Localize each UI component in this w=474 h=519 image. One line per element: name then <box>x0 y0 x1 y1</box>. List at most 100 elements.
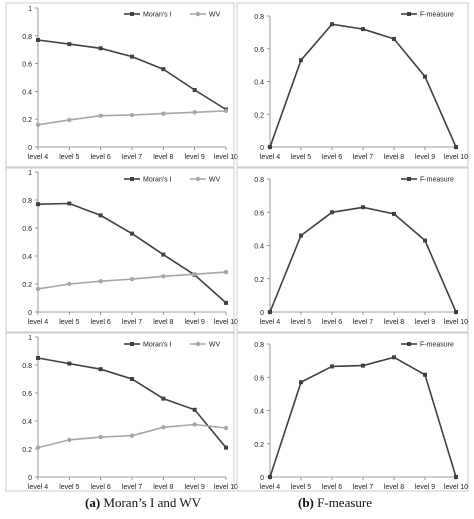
legend-label: F-measure <box>420 177 454 184</box>
x-tick-label: level 5 <box>59 154 79 161</box>
data-point <box>67 361 72 366</box>
data-point <box>268 310 272 314</box>
x-tick-label: level 6 <box>322 484 342 491</box>
x-tick-label: level 8 <box>153 154 173 161</box>
y-tick-label: 0 <box>260 310 264 317</box>
y-tick-label: 0.2 <box>22 117 32 124</box>
legend-marker <box>130 177 134 181</box>
x-tick-label: level 7 <box>353 154 373 161</box>
data-point <box>98 279 103 284</box>
y-tick-label: 0 <box>28 145 32 152</box>
data-point <box>330 22 334 27</box>
x-tick-label: level 4 <box>28 484 48 491</box>
panel-frame <box>5 2 235 168</box>
x-tick-label: level 8 <box>384 154 404 161</box>
x-tick-label: level 4 <box>28 154 48 161</box>
chart-panel-a-middle: 0 0.2 0.4 0.6 0.8 1 level 4 level 5 level 6 level… <box>5 167 238 333</box>
data-point <box>361 363 365 368</box>
data-point <box>299 58 303 63</box>
data-point <box>268 145 272 149</box>
series-line-0 <box>37 39 227 111</box>
x-tick-label: level 6 <box>91 319 111 326</box>
y-tick-label: 0 <box>260 145 264 152</box>
y-tick-label: 0.8 <box>254 177 264 184</box>
legend-marker <box>407 342 411 346</box>
data-point <box>454 310 458 314</box>
data-point <box>161 252 166 257</box>
data-point <box>223 425 229 431</box>
data-point <box>423 238 427 243</box>
x-tick-label: level 9 <box>415 154 435 161</box>
legend-label: Moran's I <box>143 12 172 19</box>
y-tick-label: 0.6 <box>22 391 32 398</box>
x-tick-label: level 5 <box>291 154 311 161</box>
legend-marker <box>407 177 411 181</box>
y-tick-label: 0.4 <box>254 409 264 416</box>
y-tick-label: 0.2 <box>254 277 264 284</box>
x-tick-label: level 10 <box>444 154 468 161</box>
x-tick-label: level 7 <box>122 319 142 326</box>
x-tick-label: level 7 <box>122 154 142 161</box>
legend-label: WV <box>209 177 221 184</box>
legend-marker <box>130 342 134 346</box>
x-tick-label: level 10 <box>214 319 238 326</box>
series-line-0 <box>37 202 227 304</box>
series-line-0 <box>269 23 457 148</box>
y-tick-label: 0.2 <box>254 442 264 449</box>
data-point <box>224 445 228 450</box>
legend-label: WV <box>209 342 221 349</box>
data-point <box>130 377 134 381</box>
x-tick-label: level 6 <box>91 154 111 161</box>
data-point <box>392 36 396 41</box>
chart-panel-a-top: 0 0.2 0.4 0.6 0.8 1 level 4 level 5 level 6 level… <box>5 2 238 168</box>
y-tick-label: 0.6 <box>254 47 264 54</box>
data-point <box>423 372 427 377</box>
data-point <box>36 202 40 207</box>
y-tick-label: 0.4 <box>254 80 264 87</box>
y-tick-label: 1 <box>28 6 32 13</box>
data-point <box>129 112 135 118</box>
y-tick-label: 0.2 <box>22 447 32 454</box>
x-tick-label: level 4 <box>260 484 280 491</box>
x-tick-label: level 4 <box>260 319 280 326</box>
y-tick-label: 0.4 <box>22 419 32 426</box>
y-tick-label: 0 <box>260 475 264 482</box>
y-tick-label: 1 <box>28 170 32 177</box>
y-tick-label: 0.6 <box>254 210 264 217</box>
data-point <box>161 274 166 279</box>
y-tick-label: 0.4 <box>22 89 32 96</box>
y-tick-label: 0.6 <box>22 62 32 69</box>
x-tick-label: level 10 <box>444 484 468 491</box>
data-point <box>35 286 41 292</box>
data-point <box>98 113 103 118</box>
panel-frame <box>236 2 469 168</box>
chart-panel-b-middle: 0 0.2 0.4 0.6 0.8 level 4 level 5 level 6 level … <box>236 167 469 333</box>
panel-frame <box>5 332 235 492</box>
data-point <box>392 211 396 216</box>
x-tick-label: level 9 <box>185 484 205 491</box>
data-point <box>330 364 334 369</box>
data-point <box>67 117 72 123</box>
data-point <box>98 434 103 440</box>
data-point <box>129 433 135 438</box>
chart-panel-b-bottom: 0 0.2 0.4 0.6 0.8 level 4 level 5 level 6 level … <box>236 332 469 492</box>
y-tick-label: 0 <box>28 310 32 317</box>
data-point <box>392 355 396 360</box>
x-tick-label: level 9 <box>185 319 205 326</box>
data-point <box>67 437 72 443</box>
data-point <box>223 108 229 114</box>
legend-label: Moran's I <box>143 177 172 184</box>
x-tick-label: level 10 <box>214 154 238 161</box>
series-line-0 <box>269 356 457 478</box>
data-point <box>192 88 197 93</box>
x-tick-label: level 10 <box>444 319 468 326</box>
data-point <box>224 300 228 305</box>
x-tick-label: level 7 <box>353 484 373 491</box>
data-point <box>130 231 134 236</box>
data-point <box>192 110 197 115</box>
data-point <box>361 27 365 32</box>
y-tick-label: 0.2 <box>254 112 264 119</box>
chart-panel-a-bottom: 0 0.2 0.4 0.6 0.8 1 level 4 level 5 level 6 level… <box>5 332 238 492</box>
panel-frame <box>5 167 235 333</box>
y-tick-label: 0.8 <box>254 342 264 349</box>
